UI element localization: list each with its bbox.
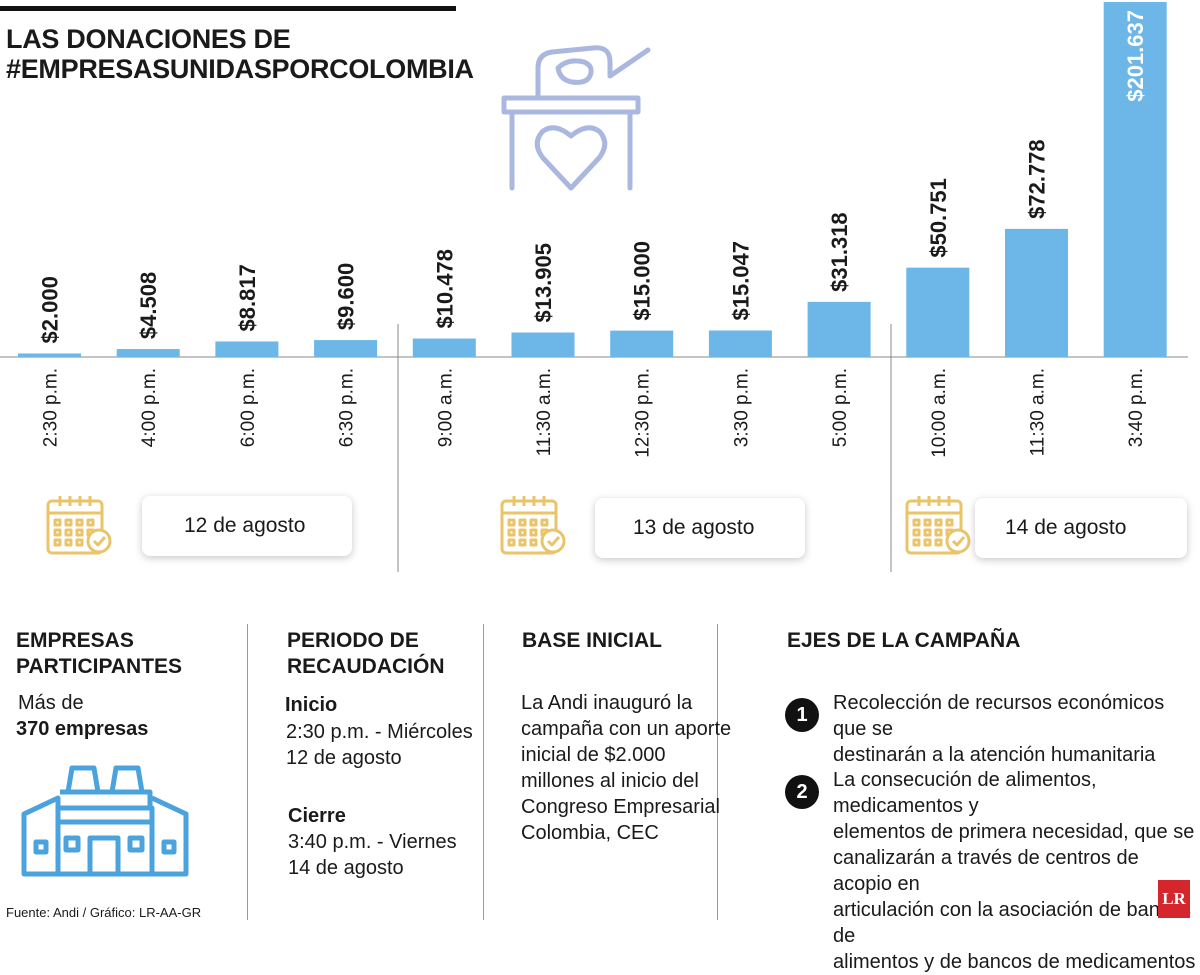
empresas-prefix: Más de	[18, 692, 84, 714]
time-label: 3:40 p.m.	[1126, 368, 1147, 447]
calendar-icon	[500, 496, 566, 555]
donations-bar-chart: $2.000 2:30 p.m. $4.508 4:00 p.m. $8.817 6:00…	[0, 2, 1188, 572]
time-label: 6:00 p.m.	[238, 368, 259, 447]
bar	[215, 341, 279, 357]
date-card: 12 de agosto	[142, 496, 352, 556]
periodo-heading: PERIODO DE RECAUDACIÓN	[287, 629, 445, 678]
date-label: 13 de agosto	[633, 516, 755, 539]
top-rule	[0, 6, 456, 11]
base-heading: BASE INICIAL	[522, 629, 663, 652]
date-label: 14 de agosto	[1005, 516, 1127, 539]
column-divider	[483, 624, 484, 920]
date-card: 13 de agosto	[595, 498, 805, 558]
bar	[18, 353, 81, 357]
lr-logo: LR	[1158, 880, 1190, 918]
bar	[116, 349, 180, 357]
bar	[1103, 2, 1167, 357]
bar	[807, 301, 871, 357]
eje-number-badge: 1	[785, 698, 819, 732]
time-label: 5:00 p.m.	[830, 368, 851, 447]
time-label: 12:30 p.m.	[633, 368, 654, 458]
bar-value-label: $9.600	[334, 263, 359, 330]
time-label: 9:00 a.m.	[435, 368, 456, 447]
empresas-heading: EMPRESAS PARTICIPANTES	[16, 629, 183, 678]
bar-value-label: $31.318	[827, 212, 852, 292]
time-label: 11:30 a.m.	[1028, 368, 1049, 456]
eje-text: Recolección de recursos económicos que s…	[833, 692, 1165, 766]
empresas-count: 370 empresas	[16, 718, 149, 740]
source-note: Fuente: Andi / Gráfico: LR-AA-GR	[6, 905, 202, 920]
bar	[906, 267, 970, 357]
time-label: 2:30 p.m.	[41, 368, 62, 447]
bar-value-label: $13.905	[531, 243, 556, 323]
bar	[314, 340, 378, 357]
bar-value-label: $8.817	[235, 264, 260, 331]
time-label: 3:30 p.m.	[731, 368, 752, 447]
eje-text: La consecución de alimentos, medicamento…	[833, 769, 1196, 973]
periodo-end-label: Cierre	[288, 805, 346, 827]
bar	[610, 330, 674, 357]
column-divider	[247, 624, 248, 920]
bar-value-label: $10.478	[432, 249, 457, 329]
bar-value-label: $4.508	[136, 272, 161, 339]
infographic-title: LAS DONACIONES DE #EMPRESASUNIDASPORCOLO…	[6, 24, 474, 84]
calendar-icon	[46, 496, 112, 555]
periodo-start-label: Inicio	[285, 694, 338, 716]
factory-icon	[21, 765, 189, 877]
calendar-icon	[905, 496, 971, 555]
periodo-start-text: 2:30 p.m. - Miércoles 12 de agosto	[286, 721, 473, 769]
date-label: 12 de agosto	[184, 514, 306, 537]
time-label: 11:30 a.m.	[534, 368, 555, 456]
bar	[1005, 228, 1068, 357]
base-text: La Andi inauguró la campaña con un aport…	[521, 692, 732, 844]
time-label: 10:00 a.m.	[929, 368, 950, 458]
donation-box-icon	[501, 45, 651, 191]
bar-value-label: $15.047	[728, 241, 753, 321]
title-line-2: #EMPRESASUNIDASPORCOLOMBIA	[6, 54, 474, 84]
ejes-heading: EJES DE LA CAMPAÑA	[787, 629, 1021, 652]
bar-value-label: $2.000	[38, 276, 63, 343]
bar	[708, 330, 772, 357]
time-label: 6:30 p.m.	[337, 368, 358, 447]
bar	[412, 338, 476, 357]
periodo-end-text: 3:40 p.m. - Viernes 14 de agosto	[288, 831, 457, 879]
bar-value-label: $15.000	[630, 241, 655, 321]
bar-value-label: $72.778	[1025, 139, 1050, 219]
bar	[511, 332, 575, 357]
time-label: 4:00 p.m.	[139, 368, 160, 447]
column-divider	[717, 624, 718, 920]
date-card: 14 de agosto	[975, 498, 1187, 558]
bar-value-label: $50.751	[926, 178, 951, 258]
title-line-1: LAS DONACIONES DE	[6, 24, 291, 54]
bar-value-label: $201.637	[1123, 10, 1148, 102]
eje-number-badge: 2	[785, 775, 819, 809]
